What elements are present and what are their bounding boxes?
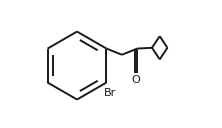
Text: Br: Br xyxy=(103,88,116,98)
Text: O: O xyxy=(132,75,141,85)
